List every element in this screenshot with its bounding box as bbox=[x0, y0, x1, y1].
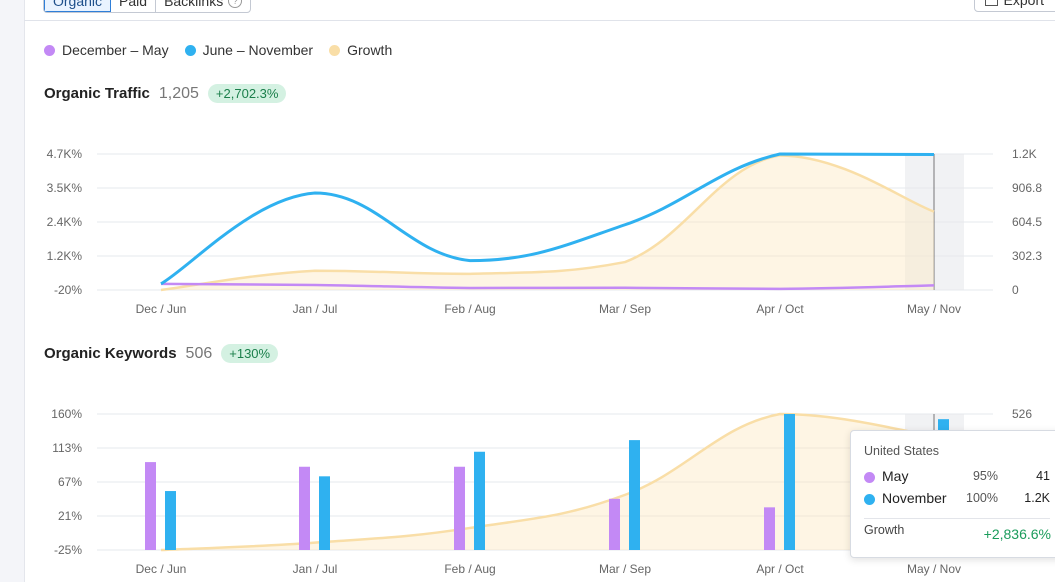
traffic-left-tick: 4.7K% bbox=[47, 147, 83, 161]
legend-item-growth[interactable]: Growth bbox=[329, 42, 392, 58]
keywords-left-tick: 21% bbox=[58, 509, 82, 523]
keywords-bar-dec-may bbox=[764, 507, 775, 550]
keywords-bar-dec-may bbox=[299, 466, 310, 550]
traffic-growth-area bbox=[161, 155, 934, 290]
legend-item-jun-nov[interactable]: June – November bbox=[184, 42, 313, 58]
keywords-x-tick: Jan / Jul bbox=[293, 562, 338, 576]
traffic-right-tick: 906.8 bbox=[1012, 181, 1042, 195]
keywords-left-tick: 113% bbox=[52, 441, 82, 455]
keywords-x-tick: Feb / Aug bbox=[444, 562, 495, 576]
keywords-header: Organic Keywords 506 +130% bbox=[44, 344, 279, 363]
keywords-bar-dec-may bbox=[609, 498, 620, 550]
traffic-value: 1,205 bbox=[158, 84, 199, 102]
keywords-left-tick: 67% bbox=[58, 475, 82, 489]
keywords-x-tick: May / Nov bbox=[907, 562, 961, 576]
chart-legend: December – May June – November Growth bbox=[44, 42, 392, 58]
traffic-x-tick: Dec / Jun bbox=[136, 302, 187, 316]
legend-dot-purple bbox=[44, 44, 55, 56]
tab-backlinks[interactable]: Backlinks? bbox=[156, 0, 250, 12]
keywords-growth-area bbox=[161, 414, 934, 550]
traffic-growth-badge: +2,702.3% bbox=[207, 84, 287, 103]
traffic-hover-band bbox=[905, 154, 964, 290]
source-tabs: Organic Paid Backlinks? bbox=[43, 0, 252, 13]
export-icon bbox=[984, 0, 998, 6]
traffic-right-tick: 302.3 bbox=[1012, 249, 1042, 263]
help-icon[interactable]: ? bbox=[228, 0, 243, 8]
keywords-bar-jun-nov bbox=[165, 491, 176, 550]
keywords-growth-badge: +130% bbox=[221, 344, 279, 363]
keywords-bar-dec-may bbox=[145, 462, 156, 550]
tab-organic[interactable]: Organic bbox=[44, 0, 112, 12]
traffic-x-tick: Feb / Aug bbox=[444, 302, 495, 316]
traffic-left-tick: 1.2K% bbox=[47, 249, 83, 263]
keywords-growth-line bbox=[160, 412, 935, 552]
keywords-left-tick: 160% bbox=[51, 407, 82, 421]
tooltip-row-may: May 95% 41 bbox=[864, 468, 1050, 486]
keywords-bar-dec-may bbox=[454, 466, 465, 550]
tooltip-dot-purple bbox=[864, 472, 875, 483]
legend-dot-blue bbox=[184, 44, 196, 56]
tooltip-divider bbox=[864, 518, 1050, 519]
tooltip-country: United States bbox=[864, 444, 940, 458]
traffic-left-tick: -20% bbox=[54, 283, 82, 297]
tooltip-dot-blue bbox=[864, 494, 875, 505]
traffic-series-dec-may bbox=[160, 282, 935, 291]
tab-paid[interactable]: Paid bbox=[111, 0, 157, 12]
legend-item-dec-may[interactable]: December – May bbox=[44, 42, 169, 58]
traffic-left-tick: 3.5K% bbox=[47, 181, 83, 195]
traffic-x-tick: May / Nov bbox=[907, 302, 961, 316]
keywords-x-tick: Mar / Sep bbox=[599, 562, 651, 576]
keywords-bar-jun-nov bbox=[629, 440, 640, 550]
traffic-left-tick: 2.4K% bbox=[47, 215, 83, 229]
keywords-value: 506 bbox=[185, 344, 213, 362]
keywords-bar-jun-nov bbox=[474, 451, 485, 550]
traffic-right-tick: 1.2K bbox=[1012, 147, 1037, 161]
legend-dot-orange bbox=[329, 44, 341, 56]
keywords-right-tick: 526 bbox=[1012, 407, 1032, 421]
export-button[interactable]: Export bbox=[973, 0, 1055, 12]
keywords-bar-jun-nov bbox=[319, 476, 330, 550]
traffic-x-tick: Jan / Jul bbox=[293, 302, 338, 316]
traffic-right-tick: 604.5 bbox=[1012, 215, 1042, 229]
traffic-x-tick: Mar / Sep bbox=[599, 302, 651, 316]
keywords-left-tick: -25% bbox=[54, 543, 82, 557]
tooltip-row-november: November 100% 1.2K bbox=[864, 490, 1050, 508]
traffic-series-jun-nov bbox=[160, 152, 935, 286]
tooltip-growth-value: +2,836.6% bbox=[983, 526, 1051, 542]
keywords-title: Organic Keywords bbox=[44, 345, 177, 362]
traffic-right-tick: 0 bbox=[1012, 283, 1019, 297]
chart-tooltip: United States May 95% 41 November 100% 1… bbox=[850, 430, 1055, 558]
traffic-title: Organic Traffic bbox=[44, 85, 150, 102]
keywords-bar-jun-nov bbox=[784, 414, 795, 550]
traffic-x-tick: Apr / Oct bbox=[756, 302, 804, 316]
traffic-growth-line bbox=[160, 154, 935, 292]
top-toolbar: Organic Paid Backlinks? Export bbox=[24, 0, 1055, 21]
keywords-x-tick: Dec / Jun bbox=[136, 562, 187, 576]
traffic-header: Organic Traffic 1,205 +2,702.3% bbox=[44, 84, 287, 103]
left-sidebar-rail bbox=[0, 0, 25, 582]
keywords-x-tick: Apr / Oct bbox=[756, 562, 804, 576]
tooltip-growth-label: Growth bbox=[864, 523, 905, 537]
